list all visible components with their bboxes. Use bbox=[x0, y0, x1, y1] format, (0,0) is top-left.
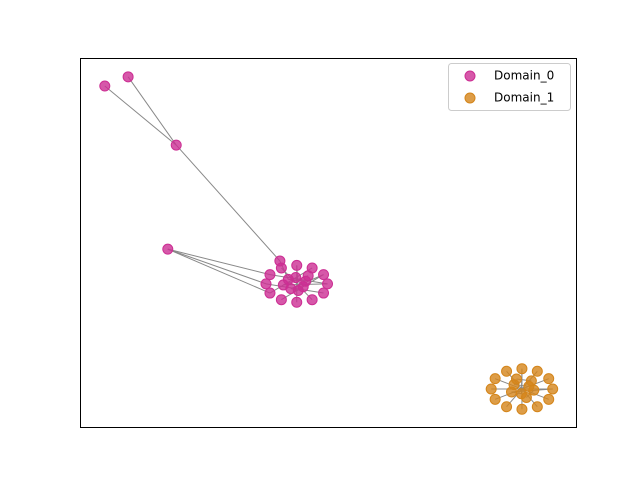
node bbox=[277, 279, 289, 291]
node bbox=[510, 373, 522, 385]
node bbox=[122, 71, 134, 83]
node bbox=[520, 391, 532, 403]
node bbox=[275, 294, 287, 306]
node bbox=[322, 278, 334, 290]
node bbox=[302, 270, 314, 282]
node bbox=[318, 269, 330, 281]
edge bbox=[104, 85, 177, 146]
edge bbox=[167, 248, 271, 276]
plot-frame bbox=[80, 58, 577, 428]
legend: Domain_0 Domain_1 bbox=[448, 63, 571, 111]
node bbox=[275, 262, 287, 274]
edges bbox=[104, 76, 553, 410]
node bbox=[501, 401, 513, 413]
edge bbox=[167, 248, 271, 294]
node bbox=[501, 365, 513, 377]
legend-label: Domain_1 bbox=[494, 91, 554, 105]
node bbox=[516, 363, 528, 375]
node bbox=[260, 278, 272, 290]
node bbox=[170, 139, 182, 151]
node bbox=[318, 287, 330, 299]
legend-frame bbox=[448, 63, 571, 111]
edge bbox=[127, 76, 177, 146]
node bbox=[264, 287, 276, 299]
node bbox=[291, 259, 303, 271]
legend-marker bbox=[464, 70, 476, 82]
edge bbox=[167, 248, 267, 285]
node bbox=[528, 384, 540, 396]
node bbox=[543, 373, 555, 385]
node bbox=[162, 243, 174, 255]
legend-marker bbox=[464, 92, 476, 104]
edge bbox=[281, 267, 313, 301]
node bbox=[99, 80, 111, 92]
node bbox=[516, 403, 528, 415]
node bbox=[264, 269, 276, 281]
edge bbox=[175, 144, 281, 262]
node bbox=[547, 383, 559, 395]
node bbox=[543, 393, 555, 405]
node bbox=[531, 365, 543, 377]
node bbox=[489, 393, 501, 405]
node bbox=[291, 296, 303, 308]
node bbox=[506, 386, 518, 398]
node bbox=[297, 281, 309, 293]
node bbox=[290, 272, 302, 284]
node bbox=[306, 294, 318, 306]
node bbox=[525, 375, 537, 387]
legend-label: Domain_0 bbox=[494, 69, 554, 83]
node bbox=[485, 383, 497, 395]
nodes bbox=[99, 71, 559, 415]
node bbox=[531, 401, 543, 413]
node bbox=[489, 373, 501, 385]
